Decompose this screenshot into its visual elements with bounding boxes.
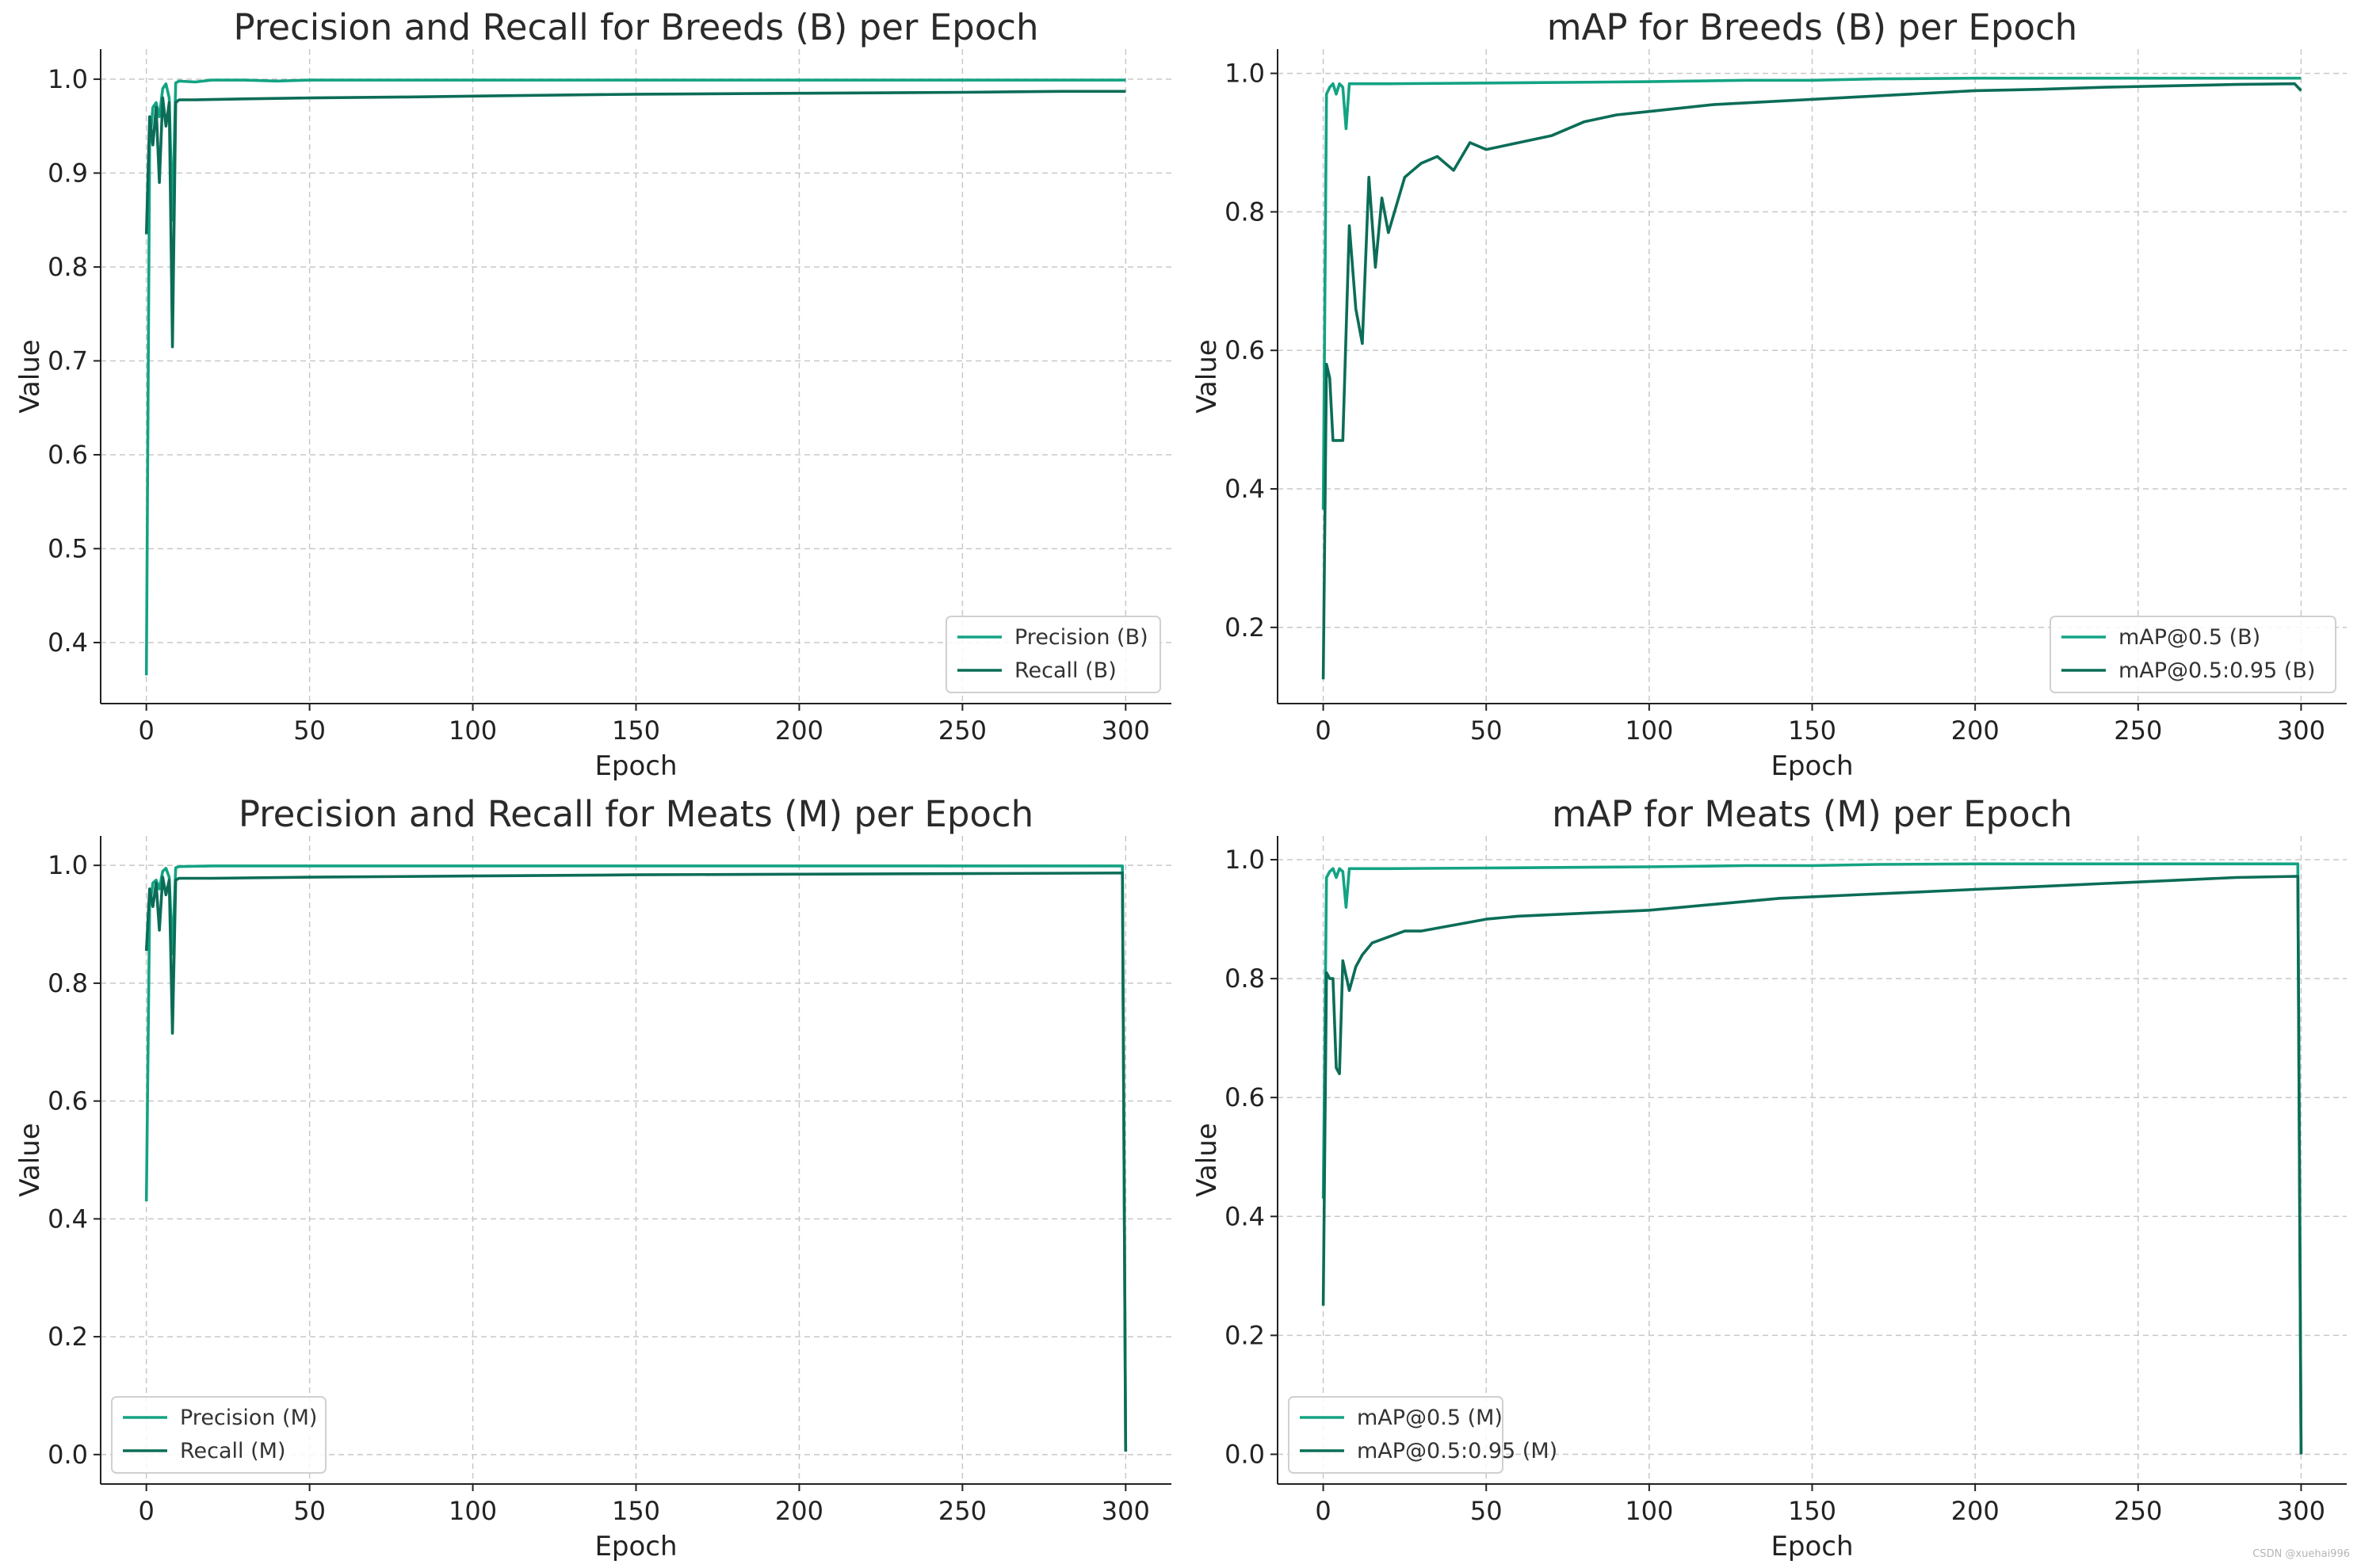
x-tick-label: 100 bbox=[1625, 1496, 1673, 1526]
x-tick-label: 50 bbox=[1470, 1496, 1503, 1526]
legend-label-1: mAP@0.5 (M) bbox=[1357, 1406, 1503, 1430]
legend-label-2: Recall (B) bbox=[1014, 658, 1117, 683]
x-tick-label: 50 bbox=[1470, 715, 1503, 746]
chart-title: Precision and Recall for Breeds (B) per … bbox=[234, 6, 1039, 48]
y-tick-label: 1.0 bbox=[1224, 59, 1265, 89]
x-tick-label: 150 bbox=[612, 1496, 660, 1526]
x-tick-label: 300 bbox=[1102, 1496, 1150, 1526]
x-tick-label: 100 bbox=[1625, 715, 1673, 746]
x-tick-label: 200 bbox=[775, 715, 823, 746]
series-line-1 bbox=[1321, 862, 2303, 1455]
chart-panel-2: 0 50 100 150 200 250 300 0.2 0.4 0.6 0.8 1.0 mAP for… bbox=[1191, 6, 2347, 782]
x-axis-label: Epoch bbox=[1771, 750, 1853, 782]
y-tick-label: 0.2 bbox=[48, 1322, 88, 1352]
legend-label-2: mAP@0.5:0.95 (B) bbox=[2118, 658, 2315, 683]
x-tick-label: 150 bbox=[612, 715, 660, 746]
x-tick-label: 100 bbox=[449, 715, 497, 746]
chart-panel-4: 0 50 100 150 200 250 300 0.0 0.2 0.4 0.6 0.8 1.0 mAP … bbox=[1191, 793, 2347, 1562]
chart-panel-3: 0 50 100 150 200 250 300 0.0 0.2 0.4 0.6 0.8 1.0 Prec… bbox=[14, 793, 1171, 1562]
x-tick-label: 0 bbox=[1315, 1496, 1331, 1526]
x-tick-label: 250 bbox=[938, 1496, 987, 1526]
y-tick-label: 0.2 bbox=[1224, 612, 1265, 643]
x-axis-label: Epoch bbox=[594, 1531, 677, 1562]
legend-label-1: Precision (B) bbox=[1014, 625, 1148, 650]
series-line-1 bbox=[1321, 76, 2302, 510]
y-tick-label: 0.8 bbox=[1224, 196, 1265, 227]
y-tick-label: 1.0 bbox=[1224, 845, 1265, 875]
x-tick-label: 0 bbox=[1315, 715, 1331, 746]
y-tick-label: 0.6 bbox=[1224, 335, 1265, 365]
legend: mAP@0.5 (B) mAP@0.5:0.95 (B) bbox=[2050, 616, 2336, 693]
legend-box bbox=[2050, 616, 2336, 693]
y-tick-label: 0.4 bbox=[48, 628, 88, 658]
x-tick-label: 150 bbox=[1788, 1496, 1836, 1526]
x-tick-label: 200 bbox=[1951, 715, 2000, 746]
x-tick-label: 300 bbox=[1102, 715, 1150, 746]
y-tick-label: 0.0 bbox=[1224, 1439, 1265, 1469]
legend-label-2: Recall (M) bbox=[180, 1439, 286, 1463]
x-tick-label: 250 bbox=[938, 715, 987, 746]
chart-title: Precision and Recall for Meats (M) per E… bbox=[239, 793, 1033, 835]
x-tick-label: 100 bbox=[449, 1496, 497, 1526]
y-axis-label: Value bbox=[1191, 339, 1223, 413]
legend-label-2: mAP@0.5:0.95 (M) bbox=[1357, 1439, 1557, 1463]
series-line-1 bbox=[144, 864, 1128, 1452]
y-tick-label: 0.5 bbox=[48, 533, 88, 563]
x-tick-label: 0 bbox=[138, 1496, 154, 1526]
x-tick-label: 50 bbox=[293, 1496, 326, 1526]
y-axis-label: Value bbox=[1191, 1123, 1223, 1196]
y-tick-label: 1.0 bbox=[48, 850, 88, 880]
y-tick-label: 0.4 bbox=[1224, 474, 1265, 504]
legend-box bbox=[111, 1396, 327, 1474]
y-tick-label: 0.8 bbox=[48, 968, 88, 998]
legend-box bbox=[946, 616, 1161, 693]
x-tick-label: 150 bbox=[1788, 715, 1836, 746]
y-tick-label: 0.7 bbox=[48, 345, 88, 376]
y-tick-label: 0.6 bbox=[1224, 1082, 1265, 1112]
x-axis-label: Epoch bbox=[594, 750, 677, 782]
y-tick-label: 1.0 bbox=[48, 64, 88, 94]
series-line-2 bbox=[144, 872, 1128, 1452]
legend: Precision (M) Recall (M) bbox=[111, 1396, 327, 1474]
x-tick-label: 200 bbox=[1951, 1496, 2000, 1526]
x-tick-label: 250 bbox=[2114, 715, 2162, 746]
y-tick-label: 0.0 bbox=[48, 1440, 88, 1470]
series-line-2 bbox=[1321, 875, 2303, 1455]
chart-title: mAP for Breeds (B) per Epoch bbox=[1547, 6, 2077, 48]
watermark: CSDN @xuehai996 bbox=[2252, 1548, 2350, 1560]
x-axis-label: Epoch bbox=[1771, 1531, 1853, 1562]
x-tick-label: 250 bbox=[2114, 1496, 2162, 1526]
legend-label-1: Precision (M) bbox=[180, 1406, 317, 1430]
series-line-2 bbox=[1321, 82, 2302, 680]
x-tick-label: 200 bbox=[775, 1496, 823, 1526]
y-axis-label: Value bbox=[14, 1123, 46, 1196]
x-tick-label: 0 bbox=[138, 715, 154, 746]
x-tick-label: 300 bbox=[2277, 1496, 2325, 1526]
series-line-1 bbox=[144, 78, 1126, 676]
series-line-2 bbox=[144, 90, 1126, 349]
y-tick-label: 0.8 bbox=[1224, 963, 1265, 994]
x-tick-label: 300 bbox=[2277, 715, 2325, 746]
y-tick-label: 0.6 bbox=[48, 440, 88, 470]
chart-title: mAP for Meats (M) per Epoch bbox=[1552, 793, 2073, 835]
legend: Precision (B) Recall (B) bbox=[946, 616, 1161, 693]
x-tick-label: 50 bbox=[293, 715, 326, 746]
legend-box bbox=[1288, 1396, 1503, 1474]
y-tick-label: 0.4 bbox=[48, 1204, 88, 1234]
y-tick-label: 0.6 bbox=[48, 1086, 88, 1116]
y-tick-label: 0.4 bbox=[1224, 1201, 1265, 1231]
legend: mAP@0.5 (M) mAP@0.5:0.95 (M) bbox=[1288, 1396, 1557, 1474]
chart-panel-1: 0 50 100 150 200 250 300 0.4 0.5 0.6 0.7 0.8 0.9 1.0 P… bbox=[14, 6, 1171, 782]
y-tick-label: 0.9 bbox=[48, 158, 88, 188]
y-axis-label: Value bbox=[14, 339, 46, 413]
legend-label-1: mAP@0.5 (B) bbox=[2118, 625, 2260, 650]
y-tick-label: 0.8 bbox=[48, 252, 88, 282]
y-tick-label: 0.2 bbox=[1224, 1320, 1265, 1350]
